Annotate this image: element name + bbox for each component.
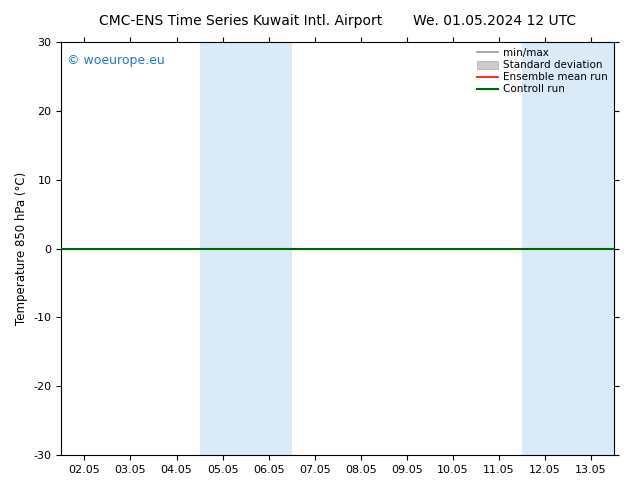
Legend: min/max, Standard deviation, Ensemble mean run, Controll run: min/max, Standard deviation, Ensemble me… <box>474 45 611 98</box>
Y-axis label: Temperature 850 hPa (°C): Temperature 850 hPa (°C) <box>15 172 28 325</box>
Bar <box>200 42 292 455</box>
Text: © woeurope.eu: © woeurope.eu <box>67 54 165 67</box>
Text: We. 01.05.2024 12 UTC: We. 01.05.2024 12 UTC <box>413 14 576 28</box>
Bar <box>522 42 614 455</box>
Text: CMC-ENS Time Series Kuwait Intl. Airport: CMC-ENS Time Series Kuwait Intl. Airport <box>100 14 382 28</box>
